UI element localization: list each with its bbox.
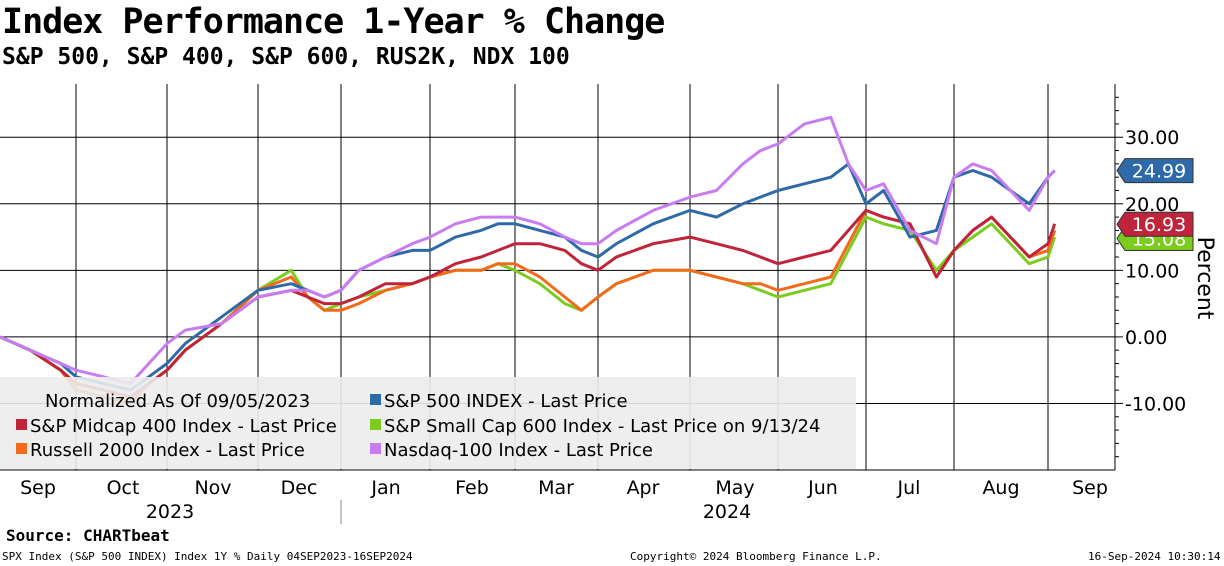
axes: -10.00 0.00 10.00 20.00 30.00 Sep Oct Nov Dec Jan… (0, 84, 1186, 524)
x-tick-label: Apr (627, 477, 660, 499)
footer-timestamp: 16-Sep-2024 10:30:14 (1088, 550, 1221, 563)
x-tick-label: Jan (370, 477, 400, 499)
legend-label-ndx: Nasdaq-100 Index - Last Price (384, 440, 653, 461)
y-tick-label: 10.00 (1125, 260, 1179, 282)
legend-swatch-ndx (370, 443, 381, 454)
x-tick-label: Feb (455, 477, 489, 499)
end-label-value: 24.99 (1132, 161, 1186, 183)
end-label-value: 16.93 (1132, 214, 1186, 236)
y-tick-label: 0.00 (1125, 327, 1167, 349)
legend-background (0, 377, 856, 469)
x-tick-label: Oct (107, 477, 140, 499)
legend-label-sp600: S&P Small Cap 600 Index - Last Price on … (384, 416, 820, 437)
legend-swatch-sp400 (16, 419, 27, 430)
end-label-tag (1116, 211, 1194, 237)
chart-title: Index Performance 1-Year % Change (2, 2, 665, 42)
legend-swatch-sp600 (370, 419, 381, 430)
legend-label-sp400: S&P Midcap 400 Index - Last Price (30, 416, 337, 437)
end-label-tag (1116, 158, 1194, 184)
series-group (0, 115, 1057, 405)
year-label: 2023 (146, 501, 194, 523)
series-line-sp500 (0, 162, 1056, 392)
legend-swatch-sp500 (370, 394, 381, 405)
x-tick-label: Dec (281, 477, 318, 499)
series-line-ndx (0, 115, 1056, 385)
end-label-sp500: 24.99 (1116, 158, 1194, 184)
legend: Normalized As Of 09/05/2023 S&P 500 INDE… (0, 377, 856, 469)
x-tick-label: Sep (1072, 477, 1108, 499)
x-tick-label: Sep (20, 477, 56, 499)
x-tick-label: Jun (807, 477, 838, 499)
legend-swatch-russell (16, 443, 27, 454)
source-note: Source: CHARTbeat (6, 526, 170, 545)
year-label: 2024 (703, 501, 751, 523)
chart-subtitle: S&P 500, S&P 400, S&P 600, RUS2K, NDX 10… (2, 44, 570, 70)
x-tick-label: Jul (897, 477, 921, 499)
y-tick-label: 20.00 (1125, 194, 1179, 216)
footer-ticker-info: SPX Index (S&P 500 INDEX) Index 1Y % Dai… (2, 550, 413, 563)
series-line-russell (0, 208, 1057, 405)
x-tick-label: May (715, 477, 754, 499)
x-tick-label: Aug (982, 477, 1019, 499)
y-tick-label: 30.00 (1125, 127, 1179, 149)
legend-label-russell: Russell 2000 Index - Last Price (30, 440, 305, 461)
x-tick-label: Nov (194, 477, 231, 499)
end-label-sp400: 16.93 (1116, 211, 1194, 237)
legend-note: Normalized As Of 09/05/2023 (45, 391, 310, 412)
y-tick-label: -10.00 (1125, 393, 1186, 415)
legend-label-sp500: S&P 500 INDEX - Last Price (384, 391, 628, 412)
y-axis-label: Percent (1192, 237, 1217, 320)
x-tick-label: Mar (538, 477, 574, 499)
footer-copyright: Copyright© 2024 Bloomberg Finance L.P. (630, 550, 882, 563)
